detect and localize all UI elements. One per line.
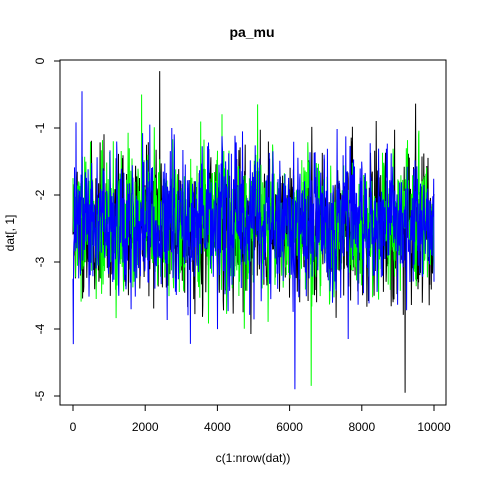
x-tick-label: 4000 [204, 420, 231, 434]
y-tick-label: -2 [33, 189, 47, 200]
y-axis-label: dat[, 1] [3, 215, 17, 252]
series-layer [72, 71, 435, 393]
series-line-3 [72, 91, 435, 390]
chart-title: pa_mu [229, 24, 274, 40]
x-tick-label: 2000 [132, 420, 159, 434]
y-tick-label: -1 [33, 122, 47, 133]
x-axis-label: c(1:nrow(dat)) [216, 451, 291, 465]
x-tick-label: 8000 [348, 420, 375, 434]
y-tick-label: -3 [33, 256, 47, 267]
x-tick-label: 6000 [276, 420, 303, 434]
y-tick-label: 0 [33, 57, 47, 64]
y-axis: -5 -4 -3 -2 -1 0 [33, 57, 61, 401]
y-tick-label: -5 [33, 390, 47, 401]
y-tick-label: -4 [33, 323, 47, 334]
x-axis: 0 2000 4000 6000 8000 10000 [70, 404, 451, 434]
x-tick-label: 10000 [417, 420, 451, 434]
x-tick-label: 0 [70, 420, 77, 434]
